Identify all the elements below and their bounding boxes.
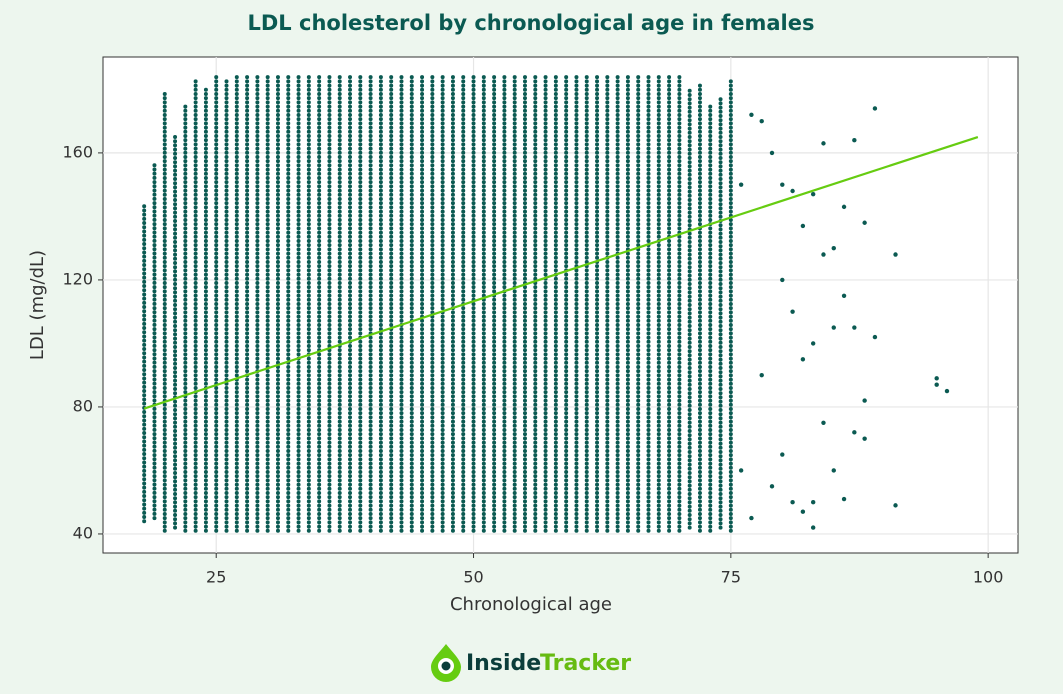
point — [831, 468, 836, 473]
point — [872, 106, 878, 111]
y-tick-label: 40 — [73, 523, 93, 542]
point — [872, 334, 878, 340]
point — [893, 503, 898, 508]
y-axis-label: LDL (mg/dL) — [27, 250, 48, 360]
point — [893, 252, 898, 257]
point — [769, 150, 775, 156]
point — [821, 141, 826, 146]
point — [852, 430, 857, 435]
logo-text-2: Tracker — [540, 651, 631, 676]
point — [749, 112, 754, 117]
point — [934, 376, 939, 381]
point — [852, 325, 857, 330]
plot-area — [102, 56, 1019, 554]
point — [790, 188, 795, 194]
point — [769, 484, 775, 489]
point — [862, 398, 867, 403]
point — [749, 515, 754, 521]
point — [800, 223, 806, 229]
point — [810, 499, 816, 505]
point — [944, 388, 950, 394]
point — [841, 496, 847, 502]
point — [862, 436, 867, 441]
point — [852, 137, 857, 143]
logo: Inside Tracker — [431, 644, 631, 682]
point — [800, 357, 806, 362]
point — [790, 499, 795, 505]
y-tick-label: 120 — [62, 269, 93, 288]
point — [800, 509, 806, 514]
point — [780, 182, 785, 187]
y-tick-label: 160 — [62, 142, 93, 161]
logo-text-1: Inside — [466, 651, 541, 676]
x-tick-label: 25 — [206, 568, 226, 587]
point — [759, 118, 764, 124]
point — [821, 252, 826, 257]
point — [862, 220, 867, 225]
y-tick-label: 80 — [73, 396, 93, 415]
point — [738, 182, 744, 187]
point — [934, 382, 939, 387]
point — [831, 245, 836, 251]
point — [841, 293, 847, 298]
point — [790, 309, 795, 314]
point — [810, 525, 816, 530]
trend-line — [143, 135, 979, 410]
x-axis-label: Chronological age — [450, 594, 612, 615]
point — [780, 277, 785, 283]
x-tick-label: 100 — [973, 568, 1004, 587]
point — [810, 341, 816, 346]
point — [810, 191, 816, 197]
logo-icon-dot — [441, 661, 451, 671]
point — [821, 420, 826, 426]
point — [759, 372, 764, 378]
x-tick-label: 50 — [463, 568, 483, 587]
point — [841, 204, 847, 210]
x-tick-label: 75 — [721, 568, 741, 587]
chart-title: LDL cholesterol by chronological age in … — [247, 11, 814, 35]
point — [831, 325, 836, 330]
point — [780, 452, 785, 457]
point — [738, 468, 744, 473]
